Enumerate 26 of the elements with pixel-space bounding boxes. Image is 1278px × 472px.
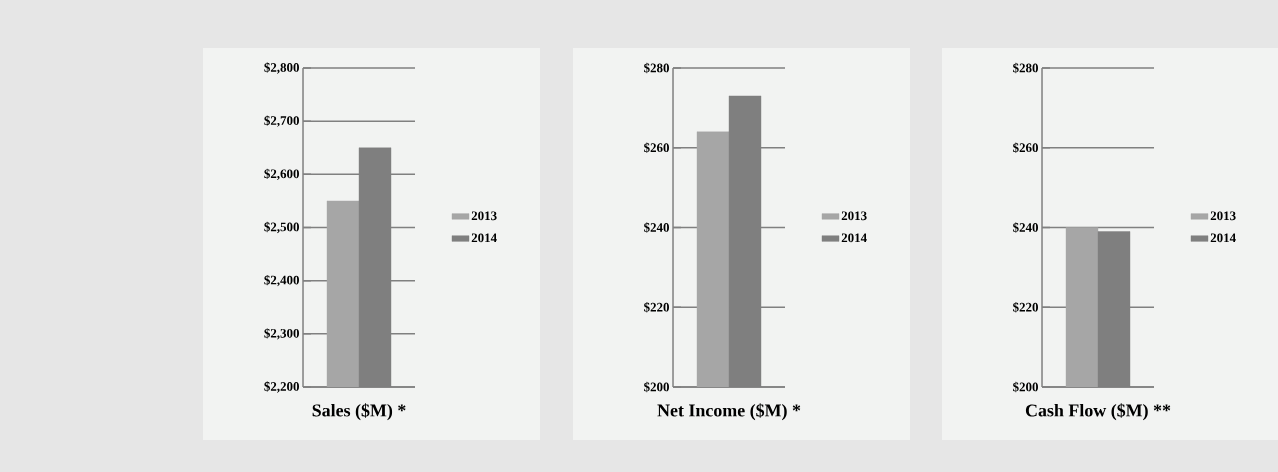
y-tick-label: $220 (644, 302, 669, 313)
legend-label: 2013 (841, 211, 867, 221)
y-tick-label: $260 (644, 142, 669, 153)
legend-label: 2014 (1210, 233, 1236, 243)
y-tick-label: $2,300 (264, 328, 299, 340)
legend-label: 2014 (841, 233, 867, 243)
y-tick-label: $2,500 (264, 221, 299, 234)
y-tick-label: $200 (1013, 381, 1038, 393)
legend-label: 2013 (1210, 211, 1236, 221)
legend-label: 2013 (471, 211, 497, 221)
y-tick-label: $240 (1013, 222, 1038, 233)
y-tick-label: $2,400 (264, 274, 299, 287)
y-tick-label: $240 (644, 222, 669, 233)
x-axis-title: Net Income ($M) * (657, 403, 801, 421)
legend-label: 2014 (471, 233, 497, 243)
y-tick-label: $2,800 (264, 62, 299, 74)
x-axis-title: Cash Flow ($M) ** (1025, 403, 1171, 421)
y-tick-label: $200 (644, 381, 669, 393)
y-tick-label: $260 (1013, 142, 1038, 153)
y-tick-label: $220 (1013, 302, 1038, 313)
x-axis-title: Sales ($M) * (312, 403, 406, 421)
y-tick-label: $280 (644, 62, 669, 74)
y-tick-label: $2,200 (264, 381, 299, 393)
y-tick-label: $280 (1013, 62, 1038, 74)
y-tick-label: $2,700 (264, 115, 299, 127)
y-tick-label: $2,600 (264, 168, 299, 181)
